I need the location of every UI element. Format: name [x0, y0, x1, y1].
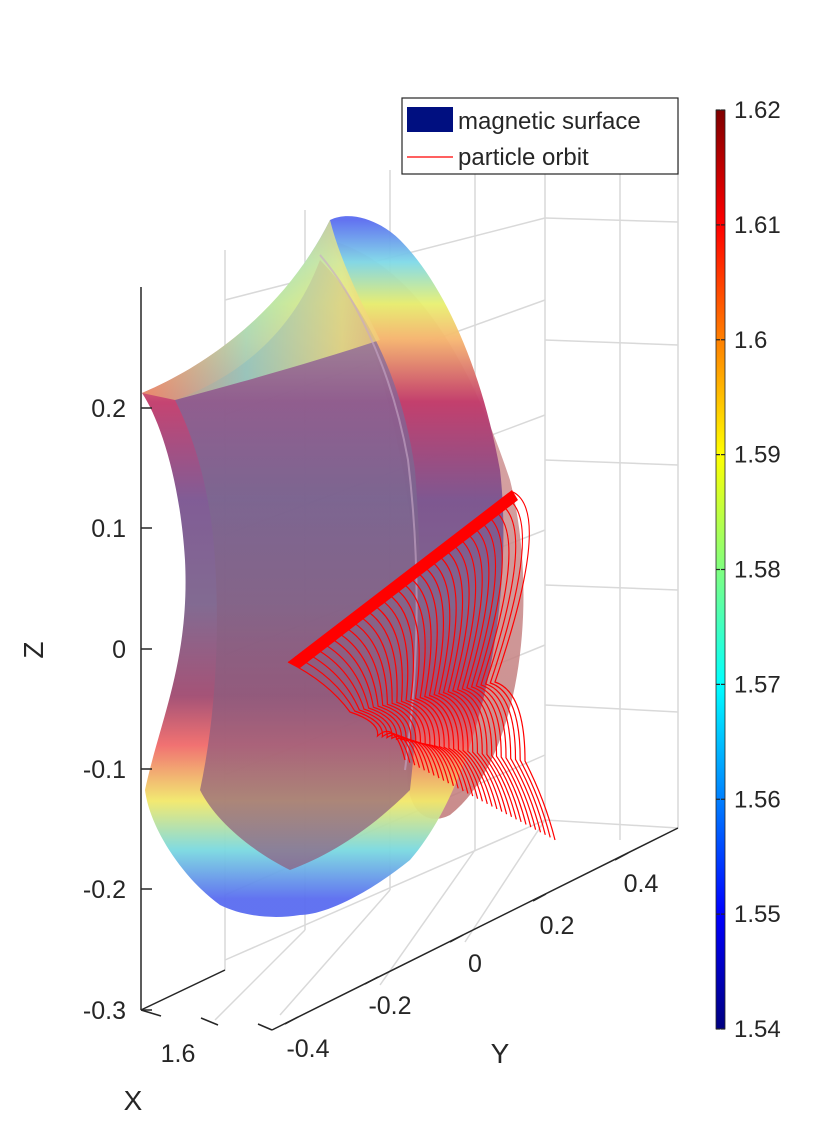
particle-orbit	[287, 490, 556, 841]
orbit-loop	[411, 568, 488, 805]
z-tick-label: -0.1	[83, 756, 126, 784]
surface-top-band	[142, 220, 380, 400]
colorbar-tick-label: 1.58	[734, 557, 781, 584]
orbit-loop	[432, 551, 503, 812]
colorbar-labels: 1.62 1.61 1.6 1.59 1.58 1.57 1.56 1.55 1.54	[734, 97, 781, 1043]
orbit-loop	[396, 579, 479, 799]
y-tick-label: 0.2	[540, 912, 575, 940]
colorbar-tick-label: 1.61	[734, 212, 781, 239]
x-tick-label: 1.6	[161, 1040, 196, 1068]
surface-inner-region	[175, 260, 421, 870]
orbit-loop	[382, 590, 469, 794]
legend-surface-swatch	[407, 107, 453, 132]
orbit-loop	[403, 573, 483, 802]
colorbar-tick-label: 1.6	[734, 327, 767, 354]
orbit-loop	[466, 524, 527, 825]
orbit-dense-band	[288, 490, 518, 668]
y-tick-label: -0.2	[368, 992, 411, 1020]
orbit-loop	[494, 491, 556, 841]
orbit-loop	[353, 612, 450, 784]
orbit-loop	[447, 540, 513, 817]
z-tick-label: 0.2	[91, 395, 126, 423]
colorbar-tick-label: 1.62	[734, 97, 781, 124]
orbit-loop	[331, 628, 435, 776]
orbit-loop	[367, 601, 459, 789]
x-axis: 1.6 X	[124, 969, 273, 1116]
z-tick-label: -0.2	[83, 876, 126, 904]
orbit-loop	[484, 502, 546, 835]
colorbar-ticks	[716, 109, 725, 1030]
orbit-loop	[338, 623, 440, 779]
y-tick-label: -0.4	[286, 1035, 329, 1063]
orbit-loop	[461, 529, 522, 823]
z-axis-label: Z	[18, 641, 49, 658]
z-tick-label: 0.1	[91, 515, 126, 543]
orbit-loop	[418, 562, 493, 807]
colorbar-tick-label: 1.59	[734, 442, 781, 469]
y-tick-label: 0.4	[624, 870, 659, 898]
colorbar-tick-label: 1.54	[734, 1016, 781, 1043]
orbit-loop	[324, 634, 430, 774]
orbit-loop	[389, 584, 474, 797]
y-tick-label: 0	[468, 950, 482, 978]
orbit-loop	[454, 535, 517, 820]
x-axis-label: X	[124, 1085, 143, 1116]
colorbar-tick-label: 1.57	[734, 671, 781, 698]
orbit-loop	[480, 507, 542, 833]
y-axis: -0.4 -0.2 0 0.2 0.4 Y	[271, 827, 679, 1069]
orbit-loop	[374, 595, 464, 792]
orbit-loop	[360, 606, 454, 786]
orbit-loop	[489, 496, 551, 838]
orbit-loop	[475, 513, 537, 830]
legend-surface-label: magnetic surface	[458, 108, 641, 135]
orbit-loop	[440, 546, 508, 815]
colorbar-tick-label: 1.55	[734, 901, 781, 928]
z-tick-label: -0.3	[83, 997, 126, 1025]
y-axis-label: Y	[491, 1038, 510, 1069]
orbit-loop	[470, 518, 532, 828]
orbit-loop	[345, 617, 445, 781]
orbit-loop	[425, 557, 498, 810]
z-tick-label: 0	[112, 636, 126, 664]
colorbar-tick-label: 1.56	[734, 786, 781, 813]
legend-orbit-label: particle orbit	[458, 144, 589, 171]
legend: magnetic surface particle orbit	[401, 97, 679, 175]
surface-ridge	[319, 254, 418, 771]
colorbar: 1.62 1.61 1.6 1.59 1.58 1.57 1.56 1.55 1.54	[715, 97, 781, 1043]
z-axis: 0.2 0.1 0 -0.1 -0.2 -0.3 Z	[18, 287, 152, 1025]
